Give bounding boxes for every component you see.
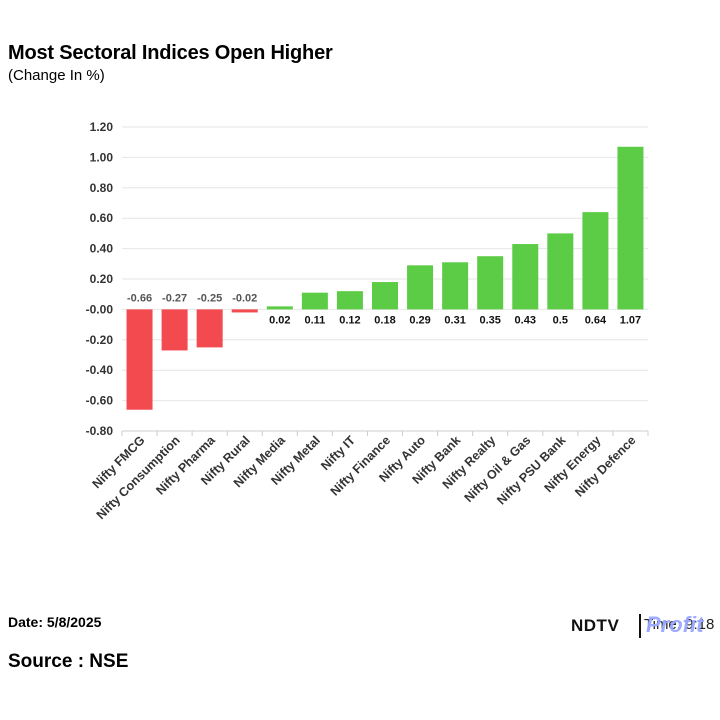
logo-divider [639,614,641,638]
ndtv-profit-logo: NDTV Time: 9:18 Profit [571,612,716,640]
y-tick-label: -0.60 [86,394,114,408]
data-label: 0.11 [304,314,325,326]
y-tick-label: 1.00 [90,150,114,164]
y-tick-label: -0.00 [86,302,114,316]
logo-profit-text: Profit [646,612,704,637]
data-label: -0.66 [127,292,152,304]
y-tick-label: 0.40 [90,242,114,256]
data-label: 0.35 [479,314,500,326]
bar [372,282,398,310]
chart-title: Most Sectoral Indices Open Higher [8,42,333,64]
bar [407,265,434,310]
y-tick-label: 0.80 [90,181,114,195]
bar [547,233,574,310]
data-label: 0.29 [409,314,430,326]
bar [512,244,539,310]
source-label: Source : NSE [8,651,129,672]
bar [231,309,258,313]
y-tick-label: 1.20 [90,120,114,134]
bar [196,309,223,348]
data-label: 0.18 [374,314,395,326]
y-tick-label: 0.60 [90,211,114,225]
data-label: 0.43 [515,314,536,326]
bar [336,291,363,310]
y-tick-label: -0.40 [86,363,114,377]
time-label: Time: 9:18 [644,616,715,633]
bar [301,292,328,310]
data-label: 0.5 [553,314,568,326]
x-tick-label: Nifty Defence [572,433,638,499]
data-label: 0.64 [585,314,607,326]
bar-chart: 1.20 1.00 0.80 0.60 0.40 0.20 -0.00 -0.20 -0.40 -… [86,120,649,522]
bar [442,262,469,310]
data-label: 1.07 [620,314,641,326]
bar [161,309,188,351]
data-label: -0.25 [197,292,222,304]
bar [617,146,644,310]
data-label: 0.31 [444,314,465,326]
logo-ndtv-text: NDTV [571,616,620,635]
date-label: Date: 5/8/2025 [8,614,102,630]
y-tick-label: -0.20 [86,333,114,347]
data-label: 0.12 [339,314,360,326]
y-tick-label: -0.80 [86,424,114,438]
bar [582,212,609,310]
chart-subtitle: (Change In %) [8,67,105,84]
data-label: 0.02 [269,314,290,326]
data-label: -0.27 [162,292,187,304]
y-tick-label: 0.20 [90,272,114,286]
bar [126,309,153,410]
bar [477,256,504,310]
data-label: -0.02 [232,292,257,304]
bar [266,306,293,310]
